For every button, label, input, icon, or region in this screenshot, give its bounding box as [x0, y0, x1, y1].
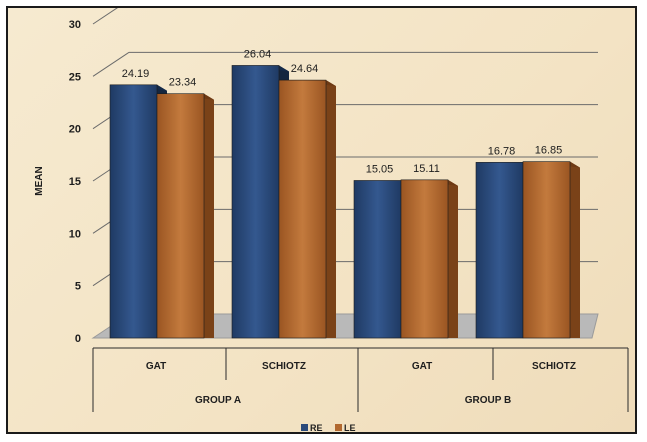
bar-chart: 24.19 23.34 26.04 24.64 15.05 15.11 16.78 16.85…	[34, 8, 629, 433]
y-tick-label: 10	[69, 228, 81, 240]
data-label-re: 15.05	[366, 163, 394, 175]
data-label-le: 15.11	[413, 163, 440, 175]
chart-frame: 24.19 23.34 26.04 24.64 15.05 15.11 16.78 16.85…	[6, 6, 637, 434]
bar-le	[156, 93, 205, 339]
bar-side-le	[570, 161, 580, 338]
legend-swatch-le	[335, 424, 342, 431]
y-tick-label: 0	[75, 333, 81, 345]
x-category-label: SCHIOTZ	[262, 361, 306, 372]
data-label-re: 26.04	[244, 48, 272, 60]
bar-side-le	[448, 179, 458, 338]
x-category-label: SCHIOTZ	[532, 361, 576, 372]
data-label-re: 24.19	[122, 68, 150, 80]
gridline-depth	[92, 8, 118, 25]
y-tick-label: 20	[69, 124, 81, 136]
data-label-le: 23.34	[169, 77, 197, 89]
y-axis-label: MEAN	[34, 166, 45, 195]
bar-re	[231, 65, 280, 339]
bar-re	[353, 180, 402, 339]
x-group-label: GROUP B	[465, 395, 512, 406]
bar-side-le	[204, 93, 214, 338]
data-label-le: 16.85	[535, 145, 563, 157]
data-label-le: 24.64	[291, 63, 319, 75]
bar-le	[278, 79, 327, 339]
bar-le	[522, 161, 571, 339]
y-tick-label: 30	[69, 19, 81, 31]
y-tick-label: 25	[69, 71, 81, 83]
x-category-label: GAT	[146, 361, 166, 372]
legend-swatch-re	[301, 424, 308, 431]
legend-label-le: LE	[344, 423, 356, 433]
bar-re	[109, 84, 158, 339]
data-label-re: 16.78	[488, 145, 516, 157]
x-category-label: GAT	[412, 361, 432, 372]
bar-re	[475, 162, 524, 339]
x-group-label: GROUP A	[195, 395, 241, 406]
y-tick-label: 5	[75, 281, 81, 293]
bar-side-le	[326, 80, 336, 339]
legend-label-re: RE	[310, 423, 323, 433]
y-tick-label: 15	[69, 176, 81, 188]
gridline-depth	[92, 51, 130, 77]
bar-le	[400, 179, 449, 339]
